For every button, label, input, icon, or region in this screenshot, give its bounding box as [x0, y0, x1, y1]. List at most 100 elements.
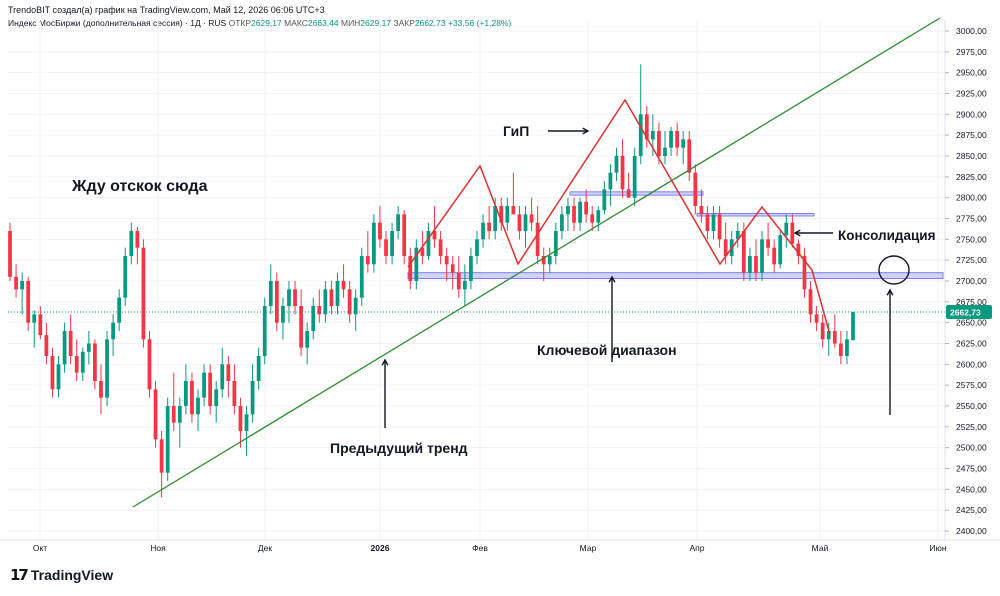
candle-body [790, 222, 795, 244]
candle [808, 281, 813, 323]
candle-body [317, 306, 322, 315]
close-label: ЗАКР [393, 18, 415, 28]
consolidation-label: Консолидация [838, 228, 936, 243]
candle-body [287, 289, 291, 306]
candle [596, 206, 601, 231]
tv-logo-icon: 𝟭𝟳 [10, 567, 29, 584]
price-tick-label: 2650,00 [956, 318, 987, 328]
candle [505, 197, 510, 231]
candle [299, 289, 303, 356]
time-axis[interactable]: Окт Ноя Дек 2026 Фев Мар Апр Май Июн [0, 539, 1000, 553]
key-range-zone [407, 272, 944, 279]
candle-body [741, 231, 746, 273]
candle [171, 372, 176, 431]
candle-body [511, 206, 516, 215]
time-tick-label: Июн [929, 543, 946, 553]
candle [608, 164, 613, 206]
candle [444, 247, 449, 281]
trend-line [132, 17, 941, 508]
candle [147, 331, 152, 398]
candle-body [372, 222, 376, 265]
candle-body [760, 239, 764, 273]
candle-body [329, 289, 334, 306]
close-value: 2662,73 [414, 18, 446, 28]
key-range-arrow [608, 275, 616, 362]
tradingview-logo[interactable]: 𝟭𝟳 TradingView [10, 566, 113, 584]
candle [820, 314, 825, 348]
candle [529, 197, 534, 231]
candle [438, 231, 443, 265]
candle-body [535, 222, 540, 256]
price-tick-label: 2900,00 [956, 109, 987, 119]
price-tick-label: 2750,00 [956, 234, 987, 244]
candle-body [487, 222, 491, 231]
candle-body [50, 356, 55, 390]
candle-body [56, 364, 61, 390]
candle [244, 406, 249, 456]
candle-body [20, 281, 25, 290]
candle [626, 172, 631, 198]
price-tick-label: 2850,00 [956, 151, 987, 161]
candle-body [541, 256, 546, 265]
consolidation-arrow [793, 229, 833, 237]
candle-body [414, 247, 419, 281]
candle [26, 276, 31, 331]
candle-body [299, 306, 303, 348]
candle [268, 264, 273, 315]
time-tick-label: Окт [33, 543, 47, 553]
candle-body [196, 397, 200, 415]
candle-body [687, 139, 692, 173]
candle [620, 139, 625, 198]
candle-body [353, 297, 358, 315]
candle [177, 397, 182, 448]
candle [456, 256, 461, 298]
price-axis[interactable]: 3000,00 2975,00 2950,00 2925,00 2900,00 2875,… [944, 20, 992, 540]
candle [632, 147, 637, 206]
candle-body [796, 243, 801, 256]
candle [687, 131, 692, 181]
candle [832, 314, 837, 348]
symbol-name: Индекс МосБиржи (дополнительная сессия) … [8, 18, 227, 28]
candle [74, 339, 79, 381]
candle [475, 231, 479, 265]
arrow-head [381, 358, 389, 366]
candle-body [632, 156, 637, 198]
candle [341, 264, 346, 298]
candle [590, 206, 595, 231]
candle-body [93, 343, 97, 381]
candle-body [129, 231, 134, 256]
low-value: 2629,17 [360, 18, 392, 28]
candle-body [608, 172, 613, 190]
candle-body [772, 247, 777, 265]
candle [117, 289, 122, 331]
key-range-label: Ключевой диапазон [537, 342, 677, 358]
candle [560, 206, 564, 240]
candle-body [341, 281, 346, 290]
candle [165, 397, 170, 481]
candle [396, 206, 401, 240]
candle-body [475, 239, 479, 256]
candle-body [663, 147, 667, 156]
candle [602, 181, 607, 215]
candle-body [105, 339, 109, 398]
candle [414, 239, 419, 290]
candle-body [717, 214, 722, 240]
candle [547, 247, 552, 273]
candle-body [699, 206, 704, 215]
candle-body [584, 201, 589, 215]
candle [784, 214, 789, 248]
candle [347, 281, 352, 323]
hs-label: ГиП [503, 123, 529, 139]
candle [111, 314, 115, 356]
candle [566, 197, 570, 231]
candle [62, 322, 67, 373]
candle-body [832, 331, 837, 344]
candle-body [462, 281, 467, 290]
candle-body [705, 214, 710, 231]
candle [644, 106, 649, 148]
candle-body [311, 306, 316, 331]
candle-body [450, 264, 455, 273]
candle-body [232, 381, 237, 406]
candle-body [547, 256, 552, 265]
